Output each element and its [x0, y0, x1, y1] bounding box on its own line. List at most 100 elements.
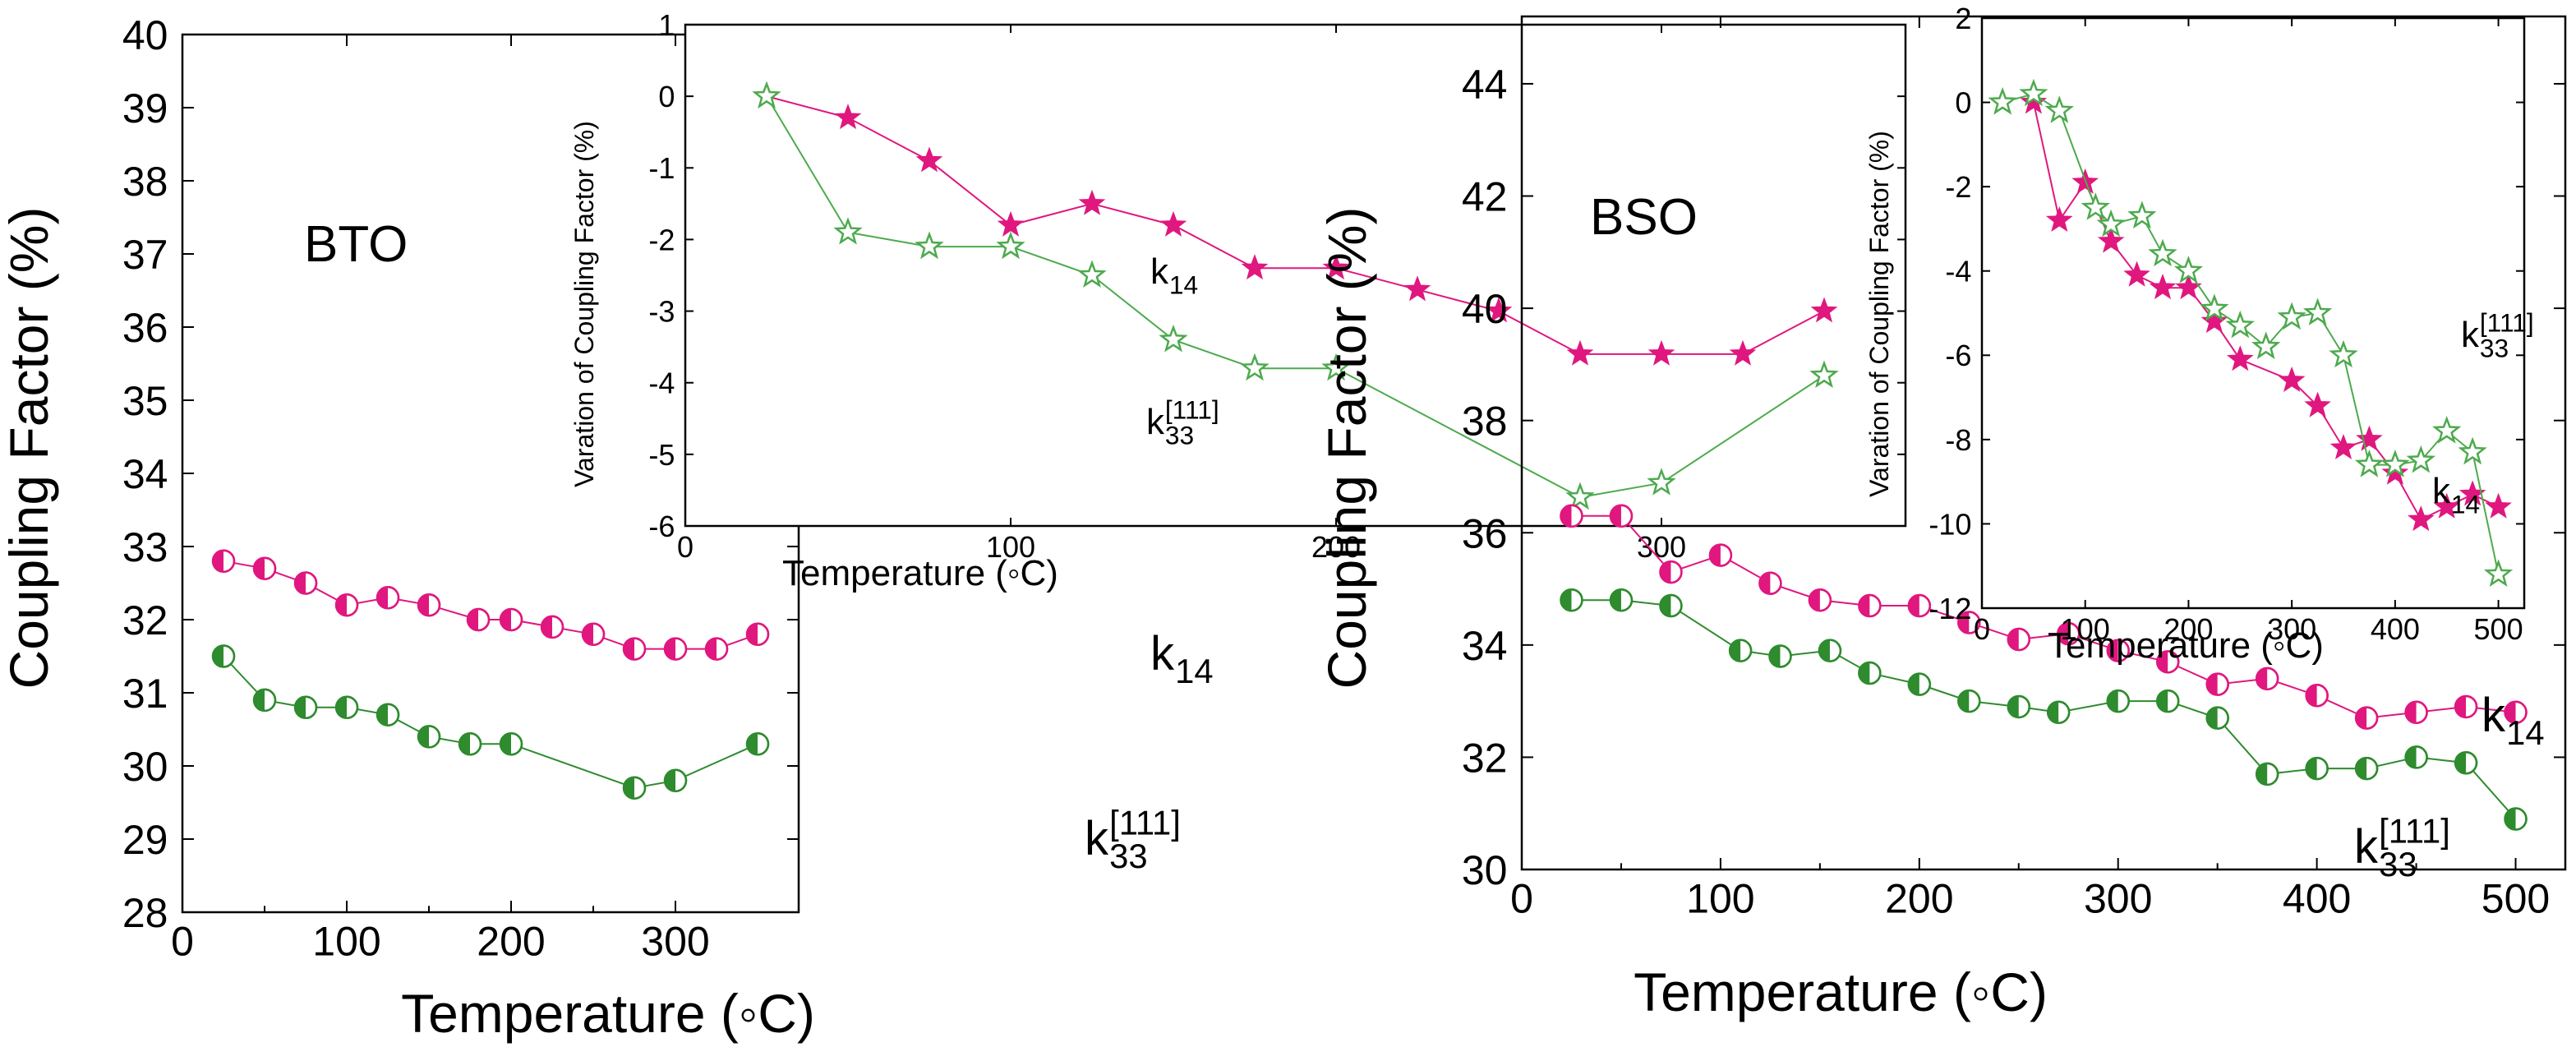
data-point-k33[111] — [2404, 745, 2428, 769]
data-point-k33[111] — [1809, 360, 1839, 388]
plot-border — [1520, 15, 2567, 871]
data-point-k14 — [499, 607, 523, 632]
x-tick-label: 300 — [2084, 876, 2152, 922]
data-point-k33[111] — [2205, 706, 2229, 730]
y-tick-label: 0 — [658, 80, 675, 113]
data-point-k33[111] — [2007, 694, 2031, 719]
bto-inset-ticks: 0 100 200 300 -6 -5 -4 -3 -2 -1 0 1 — [648, 8, 1906, 564]
y-tick-label: 1 — [658, 8, 675, 42]
data-point-k33[111] — [1957, 689, 1981, 713]
plot-border — [684, 23, 1907, 528]
data-point-k33[111] — [2200, 293, 2229, 321]
series-line-k14 — [766, 95, 1825, 355]
data-point-k33[111] — [2046, 700, 2071, 725]
bto-inset-y-axis-label: Varation of Coupling Factor (%) — [569, 121, 599, 487]
data-point-k33[111] — [458, 732, 482, 756]
data-point-k33[111] — [663, 768, 688, 793]
data-point-k33[111] — [622, 776, 647, 800]
series-label-subscript: 14 — [1169, 270, 1198, 299]
data-point-k33[111] — [2081, 192, 2111, 220]
data-point-k33[111] — [2302, 297, 2333, 325]
data-point-k33[111] — [1647, 468, 1676, 496]
data-point-k33[111] — [2096, 209, 2126, 238]
data-point-k33[111] — [2483, 559, 2514, 587]
data-point-k14 — [1485, 297, 1513, 323]
data-point-k14 — [2454, 694, 2478, 719]
series-line-k33[111] — [223, 655, 758, 789]
series-label-subscript: 14 — [2506, 713, 2544, 752]
y-tick-label: -12 — [1929, 592, 1971, 625]
data-point-k14 — [1957, 611, 1981, 634]
y-tick-label: 0 — [1955, 86, 1971, 120]
x-tick-label: 0 — [1974, 612, 1990, 646]
y-tick-label: -4 — [1945, 255, 1971, 288]
data-point-k14 — [2123, 261, 2150, 287]
data-point-k14 — [293, 571, 318, 595]
x-tick-label: 100 — [2061, 612, 2110, 646]
data-point-k14 — [2155, 650, 2180, 674]
data-point-k14 — [581, 622, 606, 647]
data-point-k14 — [2504, 700, 2528, 725]
series-label-superscript: [111] — [1109, 804, 1181, 842]
data-point-k14 — [622, 637, 647, 661]
y-tick-label: 42 — [1462, 174, 1508, 220]
data-point-k14 — [1810, 297, 1838, 323]
data-point-k33[111] — [1988, 87, 2017, 115]
data-point-k14 — [2404, 700, 2428, 725]
data-point-k14 — [1659, 560, 1683, 584]
y-tick-label: 40 — [1462, 286, 1508, 332]
data-point-k14 — [1808, 588, 1832, 612]
data-point-k33[111] — [376, 703, 400, 726]
data-point-k33[111] — [2406, 445, 2436, 473]
y-tick-label: 28 — [122, 890, 168, 936]
y-tick-label: -6 — [1945, 339, 1971, 372]
data-point-k14 — [704, 637, 729, 661]
data-point-k33[111] — [1768, 644, 1792, 668]
data-point-k33[111] — [2148, 238, 2177, 267]
x-tick-label: 0 — [171, 919, 194, 965]
data-point-k14 — [2149, 274, 2177, 300]
series-label-superscript: [111] — [1165, 395, 1219, 425]
data-point-k14 — [2097, 227, 2125, 253]
x-tick-label: 500 — [2474, 612, 2523, 646]
data-point-k33[111] — [211, 644, 236, 668]
series-label-subscript: 33 — [1109, 837, 1147, 875]
x-tick-label: 300 — [641, 919, 709, 965]
data-point-k33[111] — [2431, 416, 2462, 444]
data-point-k33[111] — [745, 732, 770, 756]
data-point-k14 — [2354, 706, 2379, 730]
y-tick-label: 38 — [122, 159, 168, 205]
bso-inset-series: k 14k 33[111] — [1988, 78, 2534, 587]
data-point-k14 — [2485, 492, 2512, 519]
y-tick-label: 35 — [122, 378, 168, 424]
y-tick-label: 29 — [122, 817, 168, 863]
data-point-k33[111] — [2173, 256, 2204, 284]
data-point-k14 — [2305, 684, 2329, 708]
data-point-k33[111] — [334, 695, 359, 720]
data-point-k14 — [2007, 627, 2031, 652]
data-point-k14 — [2045, 206, 2073, 233]
bto-inset-chart: 0 100 200 300-6-5-4-3-2-101 k 14k 33[111] Tem… — [569, 8, 1907, 593]
series-label-k14: k — [1150, 251, 1169, 292]
x-tick-label: 300 — [1637, 530, 1686, 564]
data-point-k14 — [1647, 339, 1675, 366]
data-point-k14 — [2205, 672, 2229, 696]
data-point-k14 — [2356, 425, 2383, 451]
data-point-k33[111] — [1728, 639, 1753, 662]
bto-main-x-axis-label: Temperature (◦C) — [401, 983, 815, 1044]
y-tick-label: 40 — [122, 12, 168, 58]
data-point-k33[111] — [2329, 339, 2358, 368]
bso-main-x-axis-label: Temperature (◦C) — [1634, 962, 2048, 1022]
bto-inset-series: k 14k 33[111] — [752, 81, 1839, 510]
data-point-k33[111] — [2354, 450, 2385, 477]
data-point-k33[111] — [1159, 324, 1188, 353]
x-tick-label: 200 — [477, 919, 545, 965]
series-label-subscript: 33 — [2379, 845, 2417, 883]
y-tick-label: -6 — [648, 510, 675, 543]
data-point-k33[111] — [1907, 672, 1932, 696]
y-tick-label: 32 — [122, 597, 168, 643]
data-point-k14 — [540, 615, 565, 639]
bso-inset-plot-frame — [1980, 16, 2526, 610]
x-tick-label: 0 — [1510, 876, 1533, 922]
